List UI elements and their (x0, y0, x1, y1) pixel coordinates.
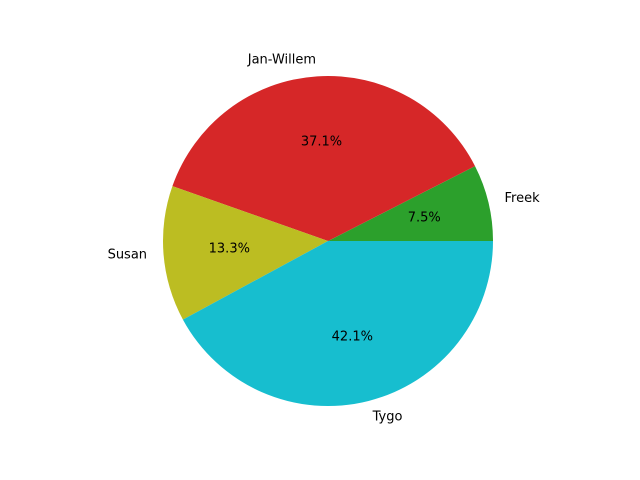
slice-label-susan: Susan (108, 248, 147, 263)
pie-labels: Freek 7.5% Jan-Willem 37.1% Susan 13.3% Tygo 42… (108, 52, 541, 424)
slice-pct-label-freek: 7.5% (408, 210, 441, 225)
slice-label-freek: Freek (504, 191, 540, 206)
slice-pct-label-jan-willem: 37.1% (301, 135, 342, 150)
pie-slice-susan (162, 186, 328, 320)
pie-slice-tygo (182, 241, 493, 407)
slice-label-jan-willem: Jan-Willem (247, 52, 316, 67)
pie-slice-jan-willem (172, 75, 476, 241)
slice-pct-label-tygo: 42.1% (332, 329, 373, 344)
pie-slice-freek (328, 166, 493, 241)
pie-slices (162, 75, 493, 407)
slice-pct-label-susan: 13.3% (209, 241, 250, 256)
slice-label-tygo: Tygo (372, 409, 403, 424)
